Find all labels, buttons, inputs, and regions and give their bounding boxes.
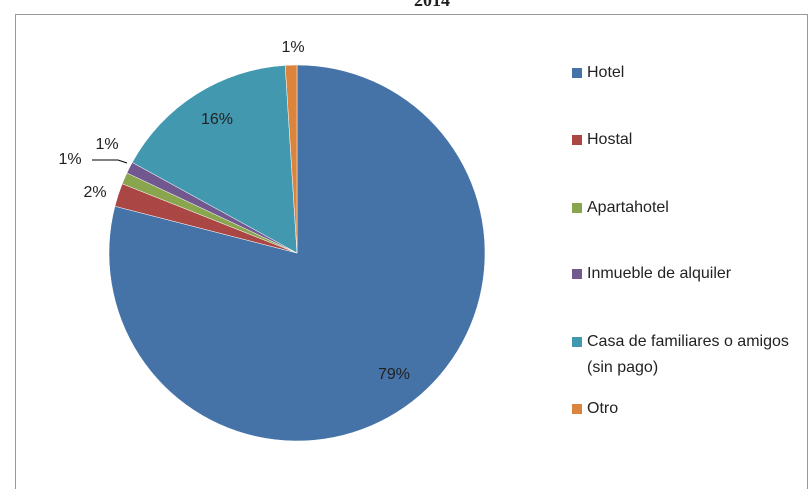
data-label: 1% bbox=[58, 151, 81, 168]
legend-swatch bbox=[572, 269, 582, 279]
legend-label: Casa de familiares o amigos (sin pago) bbox=[587, 333, 789, 376]
data-label: 2% bbox=[83, 184, 106, 201]
legend-item: Inmueble de alquiler bbox=[572, 261, 731, 287]
leader-line bbox=[92, 159, 128, 164]
legend-label: Hotel bbox=[587, 64, 625, 81]
legend-swatch bbox=[572, 404, 582, 414]
data-label: 1% bbox=[95, 136, 118, 153]
legend-label: Inmueble de alquiler bbox=[587, 265, 732, 282]
legend-label: Hostal bbox=[587, 131, 633, 148]
legend-swatch bbox=[572, 135, 582, 145]
pie-slice bbox=[284, 64, 298, 254]
legend-swatch bbox=[572, 337, 582, 347]
data-label: 79% bbox=[378, 366, 410, 383]
data-label: 1% bbox=[281, 39, 304, 56]
legend-swatch bbox=[572, 203, 582, 213]
data-label: 16% bbox=[201, 111, 233, 128]
legend-label: Apartahotel bbox=[587, 199, 669, 216]
legend-swatch bbox=[572, 68, 582, 78]
legend-item: Apartahotel bbox=[572, 195, 669, 221]
legend-item: Casa de familiares o amigos (sin pago) bbox=[572, 329, 797, 381]
legend-item: Otro bbox=[572, 396, 618, 422]
legend-label: Otro bbox=[587, 400, 619, 417]
pie-slice bbox=[131, 65, 298, 254]
legend-item: Hostal bbox=[572, 127, 632, 153]
chart-border bbox=[15, 14, 808, 489]
chart-title: 2014 bbox=[414, 0, 450, 10]
legend-item: Hotel bbox=[572, 60, 624, 86]
